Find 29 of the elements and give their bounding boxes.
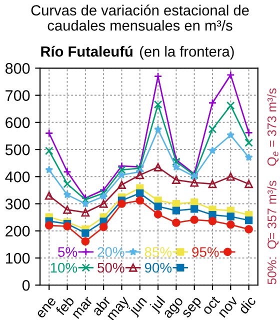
legend-label: 50% [98,262,124,273]
legend-label: 20% [98,247,124,257]
y-tick-label: 600 [6,117,30,128]
x-tick-label: nov [218,296,238,318]
y-tick-label: 0 [22,280,30,291]
chart-title: Curvas de variación estacional de caudales mensuales en m³/s [31,4,249,31]
chart-subtitle: Río Futaleufú [41,46,132,57]
legend-label: 5% [58,247,78,257]
text: 50%: Q̄= 357 m³/s [267,180,279,284]
y-tick-label: 300 [5,198,30,210]
legend-label: 95% [192,247,219,257]
legend-label: 10% [50,262,78,273]
legend-label: 90% [144,262,172,273]
x-tick-label: mar [72,296,94,320]
x-tick-label: feb [54,295,75,316]
y-tick-label: 400 [5,172,30,182]
x-tick-label: sep [182,296,204,320]
text: (en la frontera) [140,46,234,60]
y-tick-label: 100 [6,252,30,264]
x-tick-label: ene [36,296,57,319]
y-tick-label: 700 [6,90,30,101]
legend-label: 85% [144,247,172,257]
y-tick-label: 500 [5,144,30,156]
x-tick-label: oct [202,296,220,316]
x-tick-label: jun [128,296,150,318]
x-tick-label: dic [238,295,256,315]
text: Q$_{e}$ = 373 m³/s [267,88,279,166]
y-tick-label: 800 [5,63,30,74]
y-tick-label: 200 [6,226,30,237]
